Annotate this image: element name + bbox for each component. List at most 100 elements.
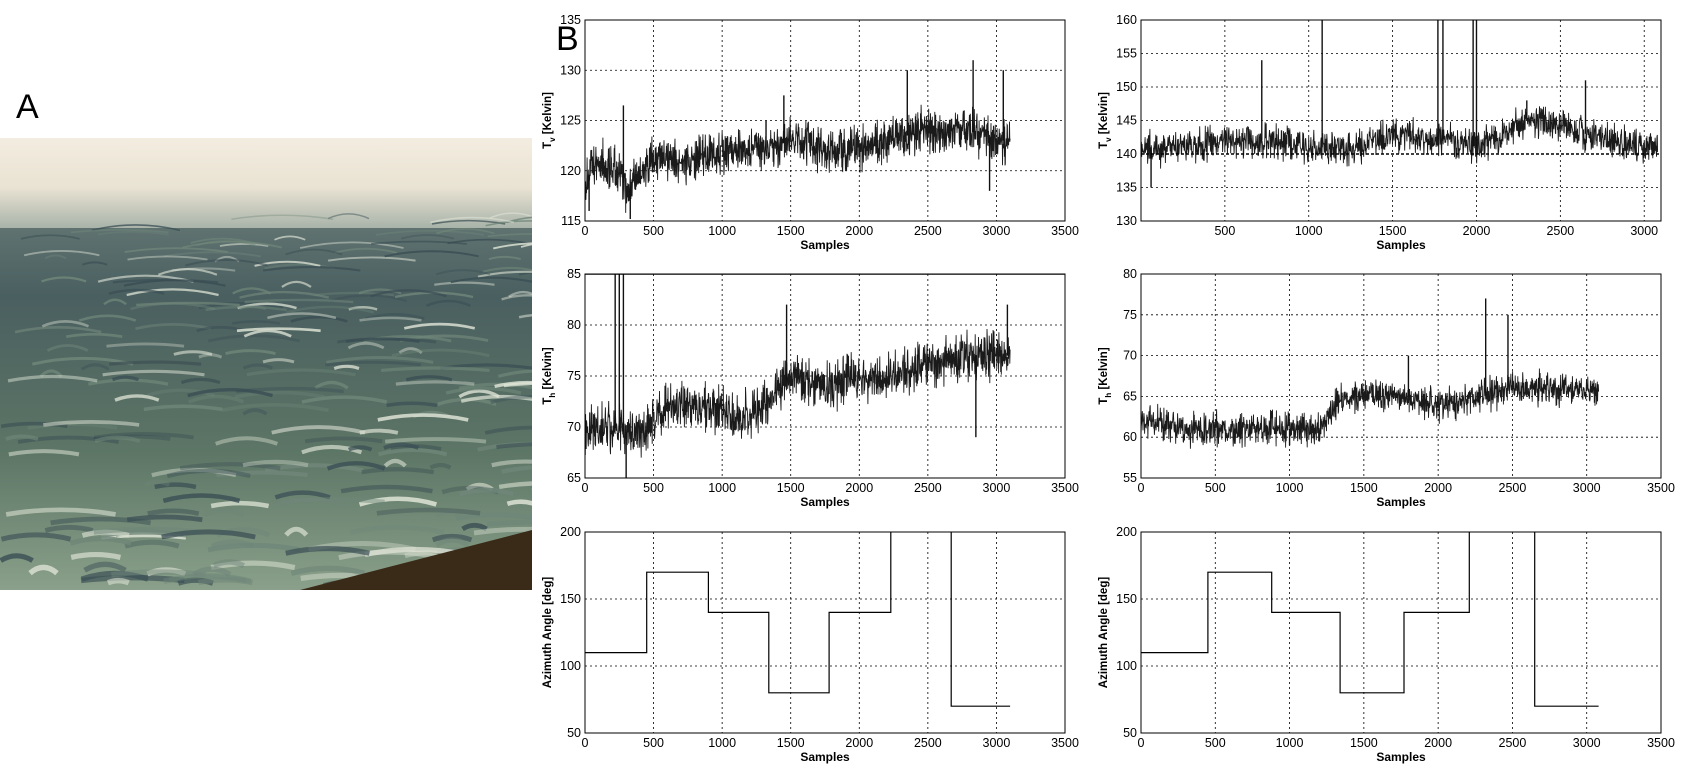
x-tick-label: 3500 <box>1051 736 1079 750</box>
photo-wave <box>272 497 347 508</box>
photo-wave <box>459 487 514 497</box>
tv-left-series <box>585 60 1011 219</box>
photo-wave <box>431 533 473 543</box>
y-axis-label: Azimuth Angle [deg] <box>1098 577 1110 689</box>
photo-wave <box>225 349 276 356</box>
photo-wave <box>383 442 420 450</box>
y-tick-label: 150 <box>1116 80 1137 94</box>
photo-wave <box>80 363 110 371</box>
y-tick-label: 115 <box>561 214 581 228</box>
data-line <box>1141 532 1599 707</box>
photo-wave <box>242 363 273 370</box>
az-left-svg: 0 500 1000 1500 2000 2500 3000 3500 50 100 150 200 S… <box>542 525 1079 764</box>
photo-wave <box>340 484 433 494</box>
x-tick-label: 3500 <box>1051 481 1079 495</box>
photo-wave <box>221 403 329 413</box>
axes-frame <box>1140 273 1662 479</box>
photo-wave <box>106 577 130 586</box>
x-tick-label: 3500 <box>1051 224 1079 238</box>
photo-wave <box>403 322 476 330</box>
th-right-chart: 0 500 1000 1500 2000 2500 3000 3500 55 60 65 70 75 80… <box>1098 267 1675 516</box>
photo-wave <box>124 247 228 253</box>
photo-wave <box>263 266 361 272</box>
x-tick-label: 500 <box>643 481 664 495</box>
photo-wave <box>434 281 495 286</box>
photo-wave <box>371 240 467 245</box>
photo-wave <box>284 526 309 537</box>
y-tick-label: 145 <box>1116 114 1137 128</box>
photo-wave <box>108 288 165 295</box>
photo-wave <box>185 258 268 267</box>
photo-wave <box>126 514 203 523</box>
x-tick-label: 0 <box>1138 481 1145 495</box>
y-axis-label: Azimuth Angle [deg] <box>542 577 554 689</box>
photo-wave <box>405 375 453 382</box>
photo-wave <box>436 228 495 235</box>
data-line <box>1141 368 1600 449</box>
x-axis-label: Samples <box>800 238 850 252</box>
photo-wave <box>376 507 481 516</box>
photo-wave <box>231 214 334 220</box>
tv-right-svg: 500 1000 1500 2000 2500 3000 130 135 140 145 150 15… <box>1098 13 1662 252</box>
th-left-chart: 0 500 1000 1500 2000 2500 3000 3500 65 70 75 80 85 Sa… <box>542 267 1079 516</box>
photo-wave <box>192 566 232 578</box>
y-tick-label: 200 <box>560 525 581 539</box>
photo-wave <box>88 378 169 386</box>
photo-wave <box>180 377 221 385</box>
x-tick-label: 2000 <box>845 481 873 495</box>
photo-wave <box>267 312 337 320</box>
photo-wave <box>236 327 321 333</box>
photo-wave <box>5 507 116 517</box>
photo-wave <box>460 394 532 403</box>
photo-wave <box>136 301 240 307</box>
photo-wave <box>196 240 256 247</box>
y-tick-label: 65 <box>1123 389 1137 403</box>
y-axis-label: Tv [Kelvin] <box>542 92 557 149</box>
photo-wave <box>434 537 470 548</box>
photo-wave <box>274 235 306 241</box>
photo-wave <box>14 325 102 334</box>
photo-wave <box>326 356 434 364</box>
x-tick-label: 500 <box>643 224 664 238</box>
photo-wave <box>493 242 532 250</box>
y-tick-label: 70 <box>1123 349 1137 363</box>
photo-wave <box>486 519 532 527</box>
photo-wave <box>65 332 123 339</box>
y-tick-label: 80 <box>1123 267 1137 281</box>
photo-wave <box>327 256 416 262</box>
data-line <box>585 328 1011 458</box>
photo-wave <box>8 449 80 457</box>
photo-wave <box>111 375 140 382</box>
photo-wave <box>345 337 420 343</box>
photo-wave <box>501 465 532 474</box>
photo-wave <box>314 291 395 297</box>
photo-wave <box>358 496 437 507</box>
photo-wave <box>359 428 399 435</box>
photo-wave <box>347 445 373 452</box>
y-tick-label: 125 <box>560 114 581 128</box>
photo-wave <box>239 290 330 299</box>
photo-wave <box>377 413 469 422</box>
photo-wave <box>198 302 284 310</box>
photo-wave <box>123 279 226 287</box>
photo-wave <box>489 212 532 219</box>
photo-wave <box>378 448 448 457</box>
ocean-photo <box>0 138 532 590</box>
x-axis-label: Samples <box>800 495 850 509</box>
photo-wave <box>358 288 402 295</box>
photo-wave <box>151 467 237 478</box>
photo-wave <box>143 404 223 412</box>
photo-wave <box>243 329 292 338</box>
photo-wave <box>391 348 490 358</box>
photo-wave <box>41 320 90 328</box>
photo-wave <box>242 459 309 468</box>
x-tick-label: 2500 <box>1499 736 1527 750</box>
photo-wave <box>207 334 301 343</box>
photo-wave <box>82 261 108 266</box>
x-tick-label: 3000 <box>1573 481 1601 495</box>
x-tick-label: 500 <box>1214 224 1235 238</box>
photo-wave <box>503 381 532 388</box>
photo-wave <box>496 442 532 449</box>
photo-wave <box>384 437 487 444</box>
y-tick-label: 85 <box>567 267 581 281</box>
